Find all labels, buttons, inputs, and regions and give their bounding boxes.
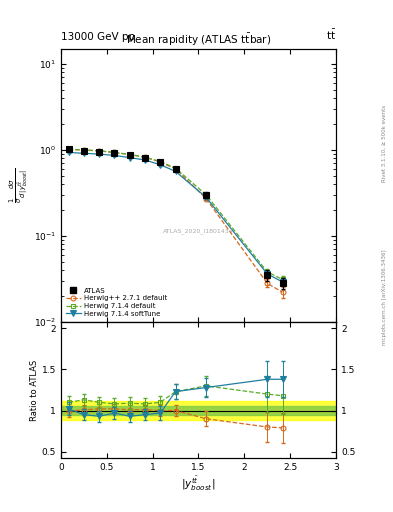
X-axis label: $|y^{t\bar{t}}_{boost}|$: $|y^{t\bar{t}}_{boost}|$ bbox=[181, 475, 216, 493]
Title: Mean rapidity (ATLAS t$\bar{\mathrm{t}}$bar): Mean rapidity (ATLAS t$\bar{\mathrm{t}}$… bbox=[126, 32, 271, 49]
Y-axis label: $\frac{1}{\sigma}\frac{d\sigma}{d\,|y^{t\bar{t}}_{boost}|}$: $\frac{1}{\sigma}\frac{d\sigma}{d\,|y^{t… bbox=[7, 167, 29, 203]
Text: Rivet 3.1.10, ≥ 500k events: Rivet 3.1.10, ≥ 500k events bbox=[382, 105, 387, 182]
Bar bbox=[61, 407, 336, 415]
Text: mcplots.cern.ch [arXiv:1306.3436]: mcplots.cern.ch [arXiv:1306.3436] bbox=[382, 249, 387, 345]
Legend: ATLAS, Herwig++ 2.7.1 default, Herwig 7.1.4 default, Herwig 7.1.4 softTune: ATLAS, Herwig++ 2.7.1 default, Herwig 7.… bbox=[64, 286, 169, 318]
Text: ATLAS_2020_I1801434: ATLAS_2020_I1801434 bbox=[163, 229, 234, 234]
Y-axis label: Ratio to ATLAS: Ratio to ATLAS bbox=[30, 359, 39, 420]
Text: 13000 GeV pp: 13000 GeV pp bbox=[61, 32, 135, 42]
Bar bbox=[61, 401, 336, 420]
Text: t$\bar{\mathrm{t}}$: t$\bar{\mathrm{t}}$ bbox=[326, 28, 336, 42]
